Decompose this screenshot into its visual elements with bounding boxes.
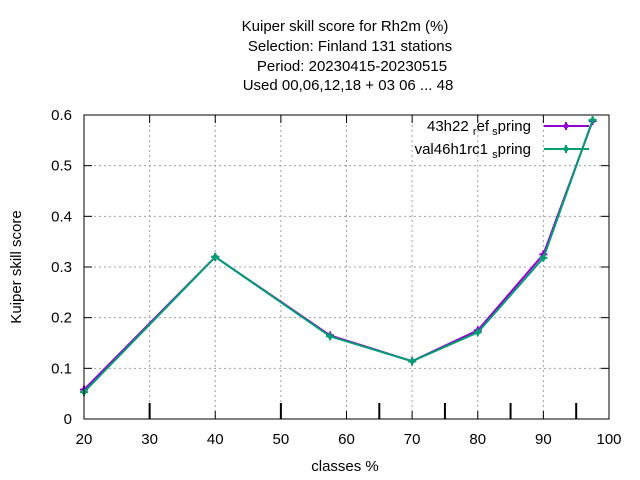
y-tick-label: 0.1 <box>51 360 72 377</box>
y-tick-label: 0.3 <box>51 259 72 276</box>
y-tick-label: 0 <box>64 411 72 428</box>
data-point <box>588 116 597 125</box>
data-point <box>211 252 220 261</box>
y-axis-label: Kuiper skill score <box>8 210 25 323</box>
x-tick-label: 100 <box>596 431 621 448</box>
title-line-3: Period: 20230415-20230515 <box>257 58 447 75</box>
y-tick-label: 0.6 <box>51 107 72 124</box>
title-line-2: Selection: Finland 131 stations <box>248 38 452 55</box>
chart-title: Kuiper skill score for Rh2m (%) Selectio… <box>242 18 454 94</box>
title-line-4: Used 00,06,12,18 + 03 06 ... 48 <box>243 77 454 94</box>
plot-frame <box>83 114 610 420</box>
x-tick-label: 70 <box>404 431 421 448</box>
y-tick-label: 0.2 <box>51 310 72 327</box>
legend-label-2: val46h1rc1 spring <box>415 141 531 161</box>
x-tick-label: 40 <box>207 431 224 448</box>
x-tick-label: 80 <box>469 431 486 448</box>
y-tick-label: 0.4 <box>51 208 72 225</box>
data-point <box>473 328 482 337</box>
x-tick-label: 20 <box>76 431 93 448</box>
x-tick-label: 30 <box>141 431 158 448</box>
grid <box>84 115 609 419</box>
series <box>80 116 597 397</box>
data-point <box>539 253 548 262</box>
legend-marker-2 <box>562 145 570 153</box>
x-tick-label: 50 <box>273 431 290 448</box>
legend-marker-1 <box>562 122 570 130</box>
y-tick-label: 0.5 <box>51 158 72 175</box>
series-line-2 <box>83 119 594 393</box>
data-point <box>326 332 335 341</box>
axes: 0 0.1 0.2 0.3 0.4 0.5 0.6 20 30 40 50 60 70 80 90 100 <box>51 107 621 448</box>
x-axis-label: classes % <box>311 458 379 475</box>
series-line-1 <box>83 120 594 391</box>
title-line-1: Kuiper skill score for Rh2m (%) <box>242 18 449 35</box>
legend: 43h22 ref spring val46h1rc1 spring <box>415 118 589 161</box>
x-tick-label: 90 <box>535 431 552 448</box>
x-tick-label: 60 <box>338 431 355 448</box>
data-point <box>408 357 417 366</box>
legend-label-1: 43h22 ref spring <box>427 118 531 138</box>
